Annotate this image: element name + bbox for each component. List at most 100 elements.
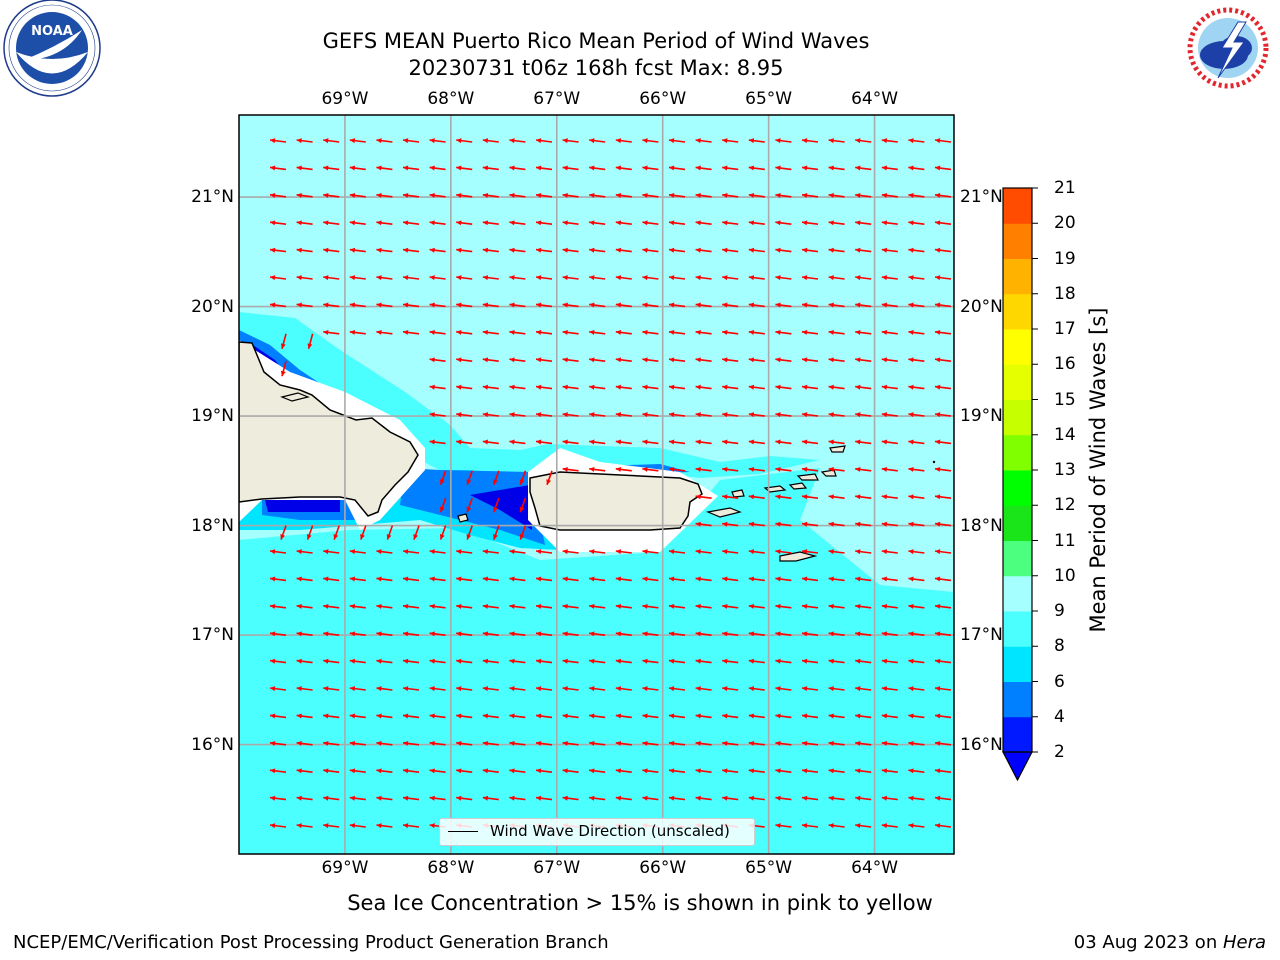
wind-wave-arrow [934,439,952,445]
wind-wave-arrow [280,333,287,350]
wind-wave-arrow [376,658,393,664]
wind-wave-arrow [349,192,366,198]
wind-wave-arrow [642,138,659,144]
wind-wave-arrow [615,576,632,582]
wind-wave-arrow [429,795,446,801]
wind-wave-arrow [535,658,553,664]
wind-wave-arrow [482,165,499,171]
wind-wave-arrow [376,329,393,335]
wind-wave-arrow [589,549,606,555]
wind-wave-arrow [722,494,739,500]
wind-wave-arrow [855,713,872,719]
wind-wave-arrow [855,384,872,390]
wind-wave-arrow [509,603,526,609]
wind-wave-arrow [429,768,446,774]
st-john-island [788,482,808,490]
wind-wave-arrow [535,439,553,445]
credit-left: NCEP/EMC/Verification Post Processing Pr… [13,932,609,953]
wind-wave-arrow [376,686,393,692]
wind-wave-arrow [642,768,659,774]
wind-wave-arrow [748,740,765,746]
wind-wave-arrow [296,686,313,692]
wind-wave-arrow [535,302,553,308]
wind-wave-arrow [402,795,420,801]
colorbar-segment [1003,399,1032,436]
wind-wave-arrow [429,686,446,692]
wind-wave-arrow [456,439,473,445]
lat-tick-right: 16°N [960,734,1003,755]
wind-wave-arrow [722,740,739,746]
wind-wave-arrow [934,795,952,801]
wind-wave-arrow [615,220,632,226]
colorbar-segment [1003,223,1032,259]
wind-wave-arrow [855,740,872,746]
wind-wave-arrow [323,795,340,801]
wind-wave-arrow [269,302,287,308]
wind-wave-arrow [562,713,579,719]
wind-wave-arrow [349,631,366,637]
wind-wave-arrow [296,768,313,774]
sombrero-islet [932,460,936,464]
wind-wave-arrow [801,329,819,335]
wind-wave-arrow [429,740,446,746]
wind-wave-arrow [695,494,712,500]
wind-wave-arrow [360,525,367,540]
colorbar-segment [1003,540,1032,577]
wind-wave-arrow [908,466,925,472]
wind-wave-arrow [642,192,659,198]
wind-wave-arrow [775,631,792,637]
lon-tick-bottom: 65°W [745,858,793,878]
wind-wave-arrow [349,138,366,144]
wind-wave-arrow [562,740,579,746]
wind-wave-arrow [323,576,340,582]
wind-wave-arrow [855,795,872,801]
wind-wave-arrow [642,439,659,445]
wind-wave-arrow [589,686,606,692]
wind-wave-arrow [695,357,712,363]
wind-wave-arrow [589,138,606,144]
wind-wave-arrow [562,138,579,144]
wind-wave-arrow [482,275,499,281]
wind-wave-arrow [775,220,792,226]
wind-wave-arrow [615,713,632,719]
wind-wave-arrow [589,713,606,719]
wind-wave-arrow [934,713,952,719]
wind-wave-arrow [722,795,739,801]
wind-wave-arrow [535,384,553,390]
wind-wave-arrow [855,686,872,692]
wind-wave-arrow [456,329,473,335]
wind-wave-arrow [722,713,739,719]
wind-wave-arrow [695,165,712,171]
wind-wave-arrow [855,439,872,445]
wind-wave-arrow [429,220,446,226]
wind-wave-arrow [482,247,499,253]
wind-wave-arrow [642,384,659,390]
wind-wave-arrow [589,658,606,664]
wind-wave-arrow [934,192,952,198]
wind-wave-arrow [748,576,765,582]
wind-wave-arrow [722,138,739,144]
colorbar-segment [1003,505,1032,541]
wind-wave-arrow [456,740,473,746]
wind-wave-arrow [722,192,739,198]
wind-wave-arrow [323,247,340,253]
colorbar-segment [1003,293,1032,330]
wind-wave-arrow [855,549,872,555]
wind-wave-arrow [881,603,898,609]
wind-wave-arrow [615,603,632,609]
wind-wave-arrow [562,603,579,609]
wind-wave-arrow [429,631,446,637]
wind-wave-arrow [296,247,313,253]
wind-wave-arrow [269,740,287,746]
colorbar-tick-label: 4 [1054,706,1065,727]
wind-wave-arrow [306,525,314,540]
wind-wave-arrow [615,768,632,774]
lat-tick-right: 19°N [960,406,1003,427]
title-line-1: GEFS MEAN Puerto Rico Mean Period of Win… [322,29,870,53]
wind-wave-arrow [668,138,686,144]
wind-wave-arrow [668,275,686,281]
wind-wave-arrow [509,165,526,171]
wind-wave-arrow [323,165,340,171]
wind-wave-arrow [642,658,659,664]
